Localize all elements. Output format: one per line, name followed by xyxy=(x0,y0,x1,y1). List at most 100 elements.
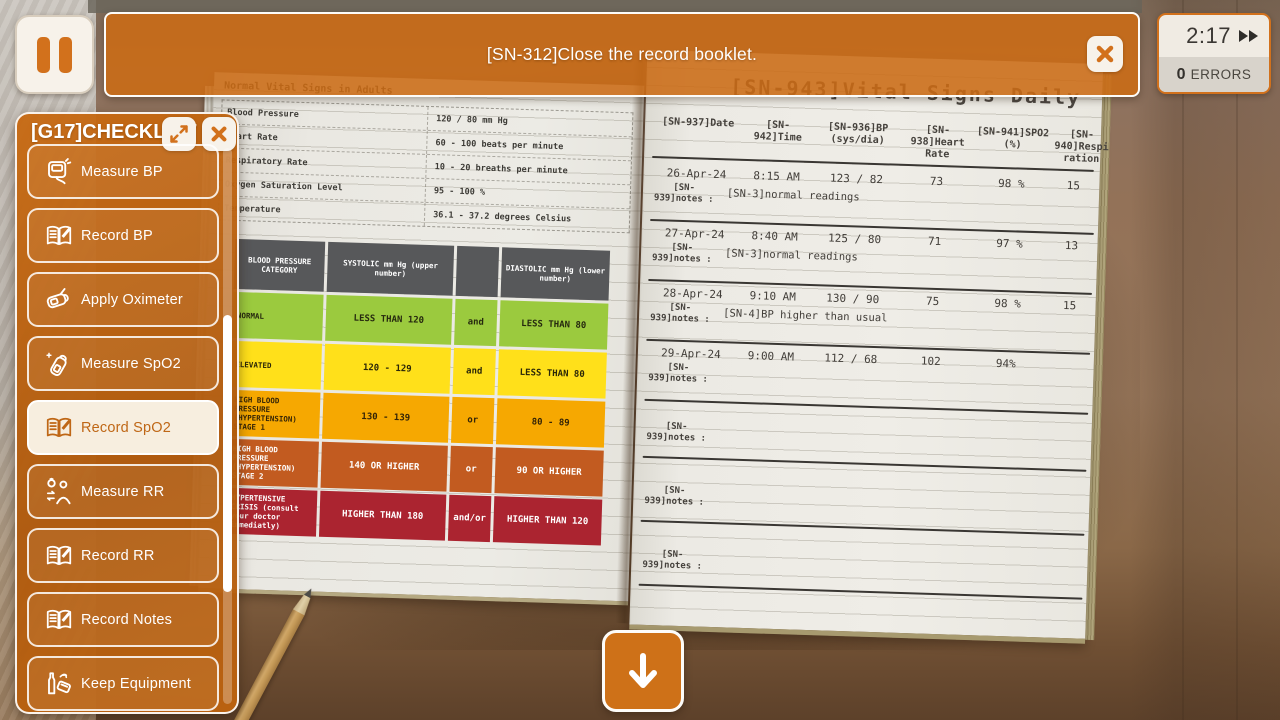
spo2-cell: 98 % xyxy=(994,296,1022,311)
checklist-items: Measure BP Record BP xyxy=(27,144,219,711)
respiration-cell: 15 xyxy=(1066,179,1081,193)
checklist-item-measure-spo2[interactable]: Measure SpO2 xyxy=(27,336,219,391)
checklist-item-measure-rr[interactable]: Measure RR xyxy=(27,464,219,519)
bp-category-chart: BLOOD PRESSURE CATEGORY SYSTOLIC mm Hg (… xyxy=(226,238,613,546)
notes-label: [SN-939]notes : xyxy=(650,302,710,326)
table-edge xyxy=(88,0,1142,13)
column-header: [SN-938]Heart Rate xyxy=(910,124,965,161)
notes-label: [SN-939]notes : xyxy=(644,485,705,509)
checklist-item-record-bp[interactable]: Record BP xyxy=(27,208,219,263)
checklist-item-label: Record SpO2 xyxy=(81,419,172,436)
checklist-panel: [G17]CHECKLIST Measure BP xyxy=(15,112,239,714)
chart-diastolic-cell: LESS THAN 80 xyxy=(497,349,607,399)
chart-systolic-cell: HIGHER THAN 180 xyxy=(318,490,447,541)
checklist-item-label: Record BP xyxy=(81,227,153,244)
date-cell: 27-Apr-24 xyxy=(664,226,725,242)
respiration-cell: 15 xyxy=(1062,298,1077,313)
checklist-item-measure-bp[interactable]: Measure BP xyxy=(27,144,219,199)
oximeter-signal-icon xyxy=(37,349,81,379)
checklist-item-label: Keep Equipment xyxy=(81,675,192,692)
bp-cell: 125 / 80 xyxy=(827,231,882,247)
spo2-cell: 94% xyxy=(995,356,1016,371)
bp-cell: 123 / 82 xyxy=(829,171,884,187)
bp-cell: 112 / 68 xyxy=(824,351,878,367)
checklist-item-keep-equipment[interactable]: Keep Equipment xyxy=(27,656,219,711)
close-icon xyxy=(211,126,227,142)
chart-header-cell: DIASTOLIC mm Hg (lower number) xyxy=(500,247,611,301)
chart-category-cell: HIGH BLOOD PRESSURE (HYPERTENSION) STAGE… xyxy=(229,389,321,439)
checklist-scrollbar-track xyxy=(223,148,232,704)
pause-icon xyxy=(37,36,72,73)
wood-planks xyxy=(1130,0,1280,720)
heart-rate-cell: 75 xyxy=(925,294,940,309)
errors-count: 0 xyxy=(1176,65,1186,83)
book-pen-icon xyxy=(37,605,81,635)
chart-systolic-cell: 120 - 129 xyxy=(323,343,451,394)
close-icon xyxy=(1096,45,1114,63)
heart-rate-cell: 102 xyxy=(920,354,941,369)
chart-diastolic-cell: 80 - 89 xyxy=(495,398,606,448)
notes-label: [SN-939]notes : xyxy=(651,242,712,266)
time-cell: 9:00 AM xyxy=(747,349,795,364)
errors-counter: 0 ERRORS xyxy=(1159,57,1269,92)
checklist-item-label: Measure RR xyxy=(81,483,165,500)
down-arrow-icon xyxy=(629,653,657,688)
chart-connector-cell: or xyxy=(450,396,495,445)
column-header: [SN-941]SPO2 (%) xyxy=(976,126,1050,151)
checklist-item-label: Measure SpO2 xyxy=(81,355,181,372)
spo2-cell: 98 % xyxy=(997,176,1025,191)
chart-connector-cell: and/or xyxy=(447,494,492,543)
notes-label: [SN-939]notes : xyxy=(646,421,707,445)
date-cell: 26-Apr-24 xyxy=(666,166,727,182)
objective-text: [SN-312]Close the record booklet. xyxy=(486,44,758,64)
booklet-right-page: [SN-943]Vital Signs Daily [SN-937]Date [… xyxy=(629,49,1109,644)
vitals-reference-table: Blood Pressure 120 / 80 mm Hg Heart Rate… xyxy=(217,99,634,234)
chart-header-cell: SYSTOLIC mm Hg (upper number) xyxy=(326,241,455,296)
fast-forward-icon xyxy=(1239,30,1258,42)
chart-category-cell: NORMAL xyxy=(232,291,324,341)
heart-rate-cell: 73 xyxy=(929,174,944,189)
column-header: [SN-936]BP (sys/dia) xyxy=(827,121,889,147)
checklist-item-record-spo2[interactable]: Record SpO2 xyxy=(27,400,219,455)
book-pen-icon xyxy=(37,221,81,251)
checklist-item-label: Apply Oximeter xyxy=(81,291,183,308)
notes-label: [SN-939]notes : xyxy=(642,549,703,572)
chart-diastolic-cell: 90 OR HIGHER xyxy=(494,447,604,497)
chart-diastolic-cell: HIGHER THAN 120 xyxy=(492,496,603,546)
date-cell: 29-Apr-24 xyxy=(660,346,721,362)
checklist-item-apply-oximeter[interactable]: Apply Oximeter xyxy=(27,272,219,327)
pause-button[interactable] xyxy=(15,15,94,94)
chart-category-cell: ELEVATED xyxy=(230,340,323,390)
banner-close-button[interactable] xyxy=(1087,36,1123,72)
chart-systolic-cell: 140 OR HIGHER xyxy=(320,441,448,492)
book-pen-icon xyxy=(37,413,81,443)
oximeter-icon xyxy=(37,285,81,315)
scroll-down-button[interactable] xyxy=(602,630,684,712)
notes-value: [SN-3]normal readings xyxy=(724,247,858,264)
notes-label: [SN-939]notes : xyxy=(648,362,709,386)
timer-value: 2:17 xyxy=(1186,23,1231,48)
chart-connector-cell: and xyxy=(452,347,496,396)
checklist-item-label: Measure BP xyxy=(81,163,163,180)
respiration-cell xyxy=(1046,358,1090,372)
chart-header-cell xyxy=(455,245,500,298)
respiration-timer-icon xyxy=(37,476,81,508)
checklist-item-record-notes[interactable]: Record Notes xyxy=(27,592,219,647)
checklist-scrollbar-thumb[interactable] xyxy=(223,315,232,592)
bp-monitor-icon xyxy=(37,157,81,187)
checklist-title: [G17]CHECKLIST xyxy=(31,121,197,143)
checklist-item-record-rr[interactable]: Record RR xyxy=(27,528,219,583)
column-header: [SN-937]Date xyxy=(661,116,735,130)
column-header: [SN-942]Time xyxy=(753,119,802,144)
time-cell: 8:15 AM xyxy=(753,169,800,184)
time-cell: 8:40 AM xyxy=(751,229,798,244)
notes-label: [SN-939]notes : xyxy=(653,182,714,206)
chart-connector-cell: or xyxy=(449,445,493,494)
objective-banner: [SN-312]Close the record booklet. xyxy=(104,12,1140,97)
expand-icon xyxy=(170,125,188,143)
timer-panel: 2:17 0 ERRORS xyxy=(1157,13,1271,94)
heart-rate-cell: 71 xyxy=(927,234,942,249)
date-cell: 28-Apr-24 xyxy=(662,286,723,302)
time-cell: 9:10 AM xyxy=(749,289,797,304)
book-pen-icon xyxy=(37,541,81,571)
